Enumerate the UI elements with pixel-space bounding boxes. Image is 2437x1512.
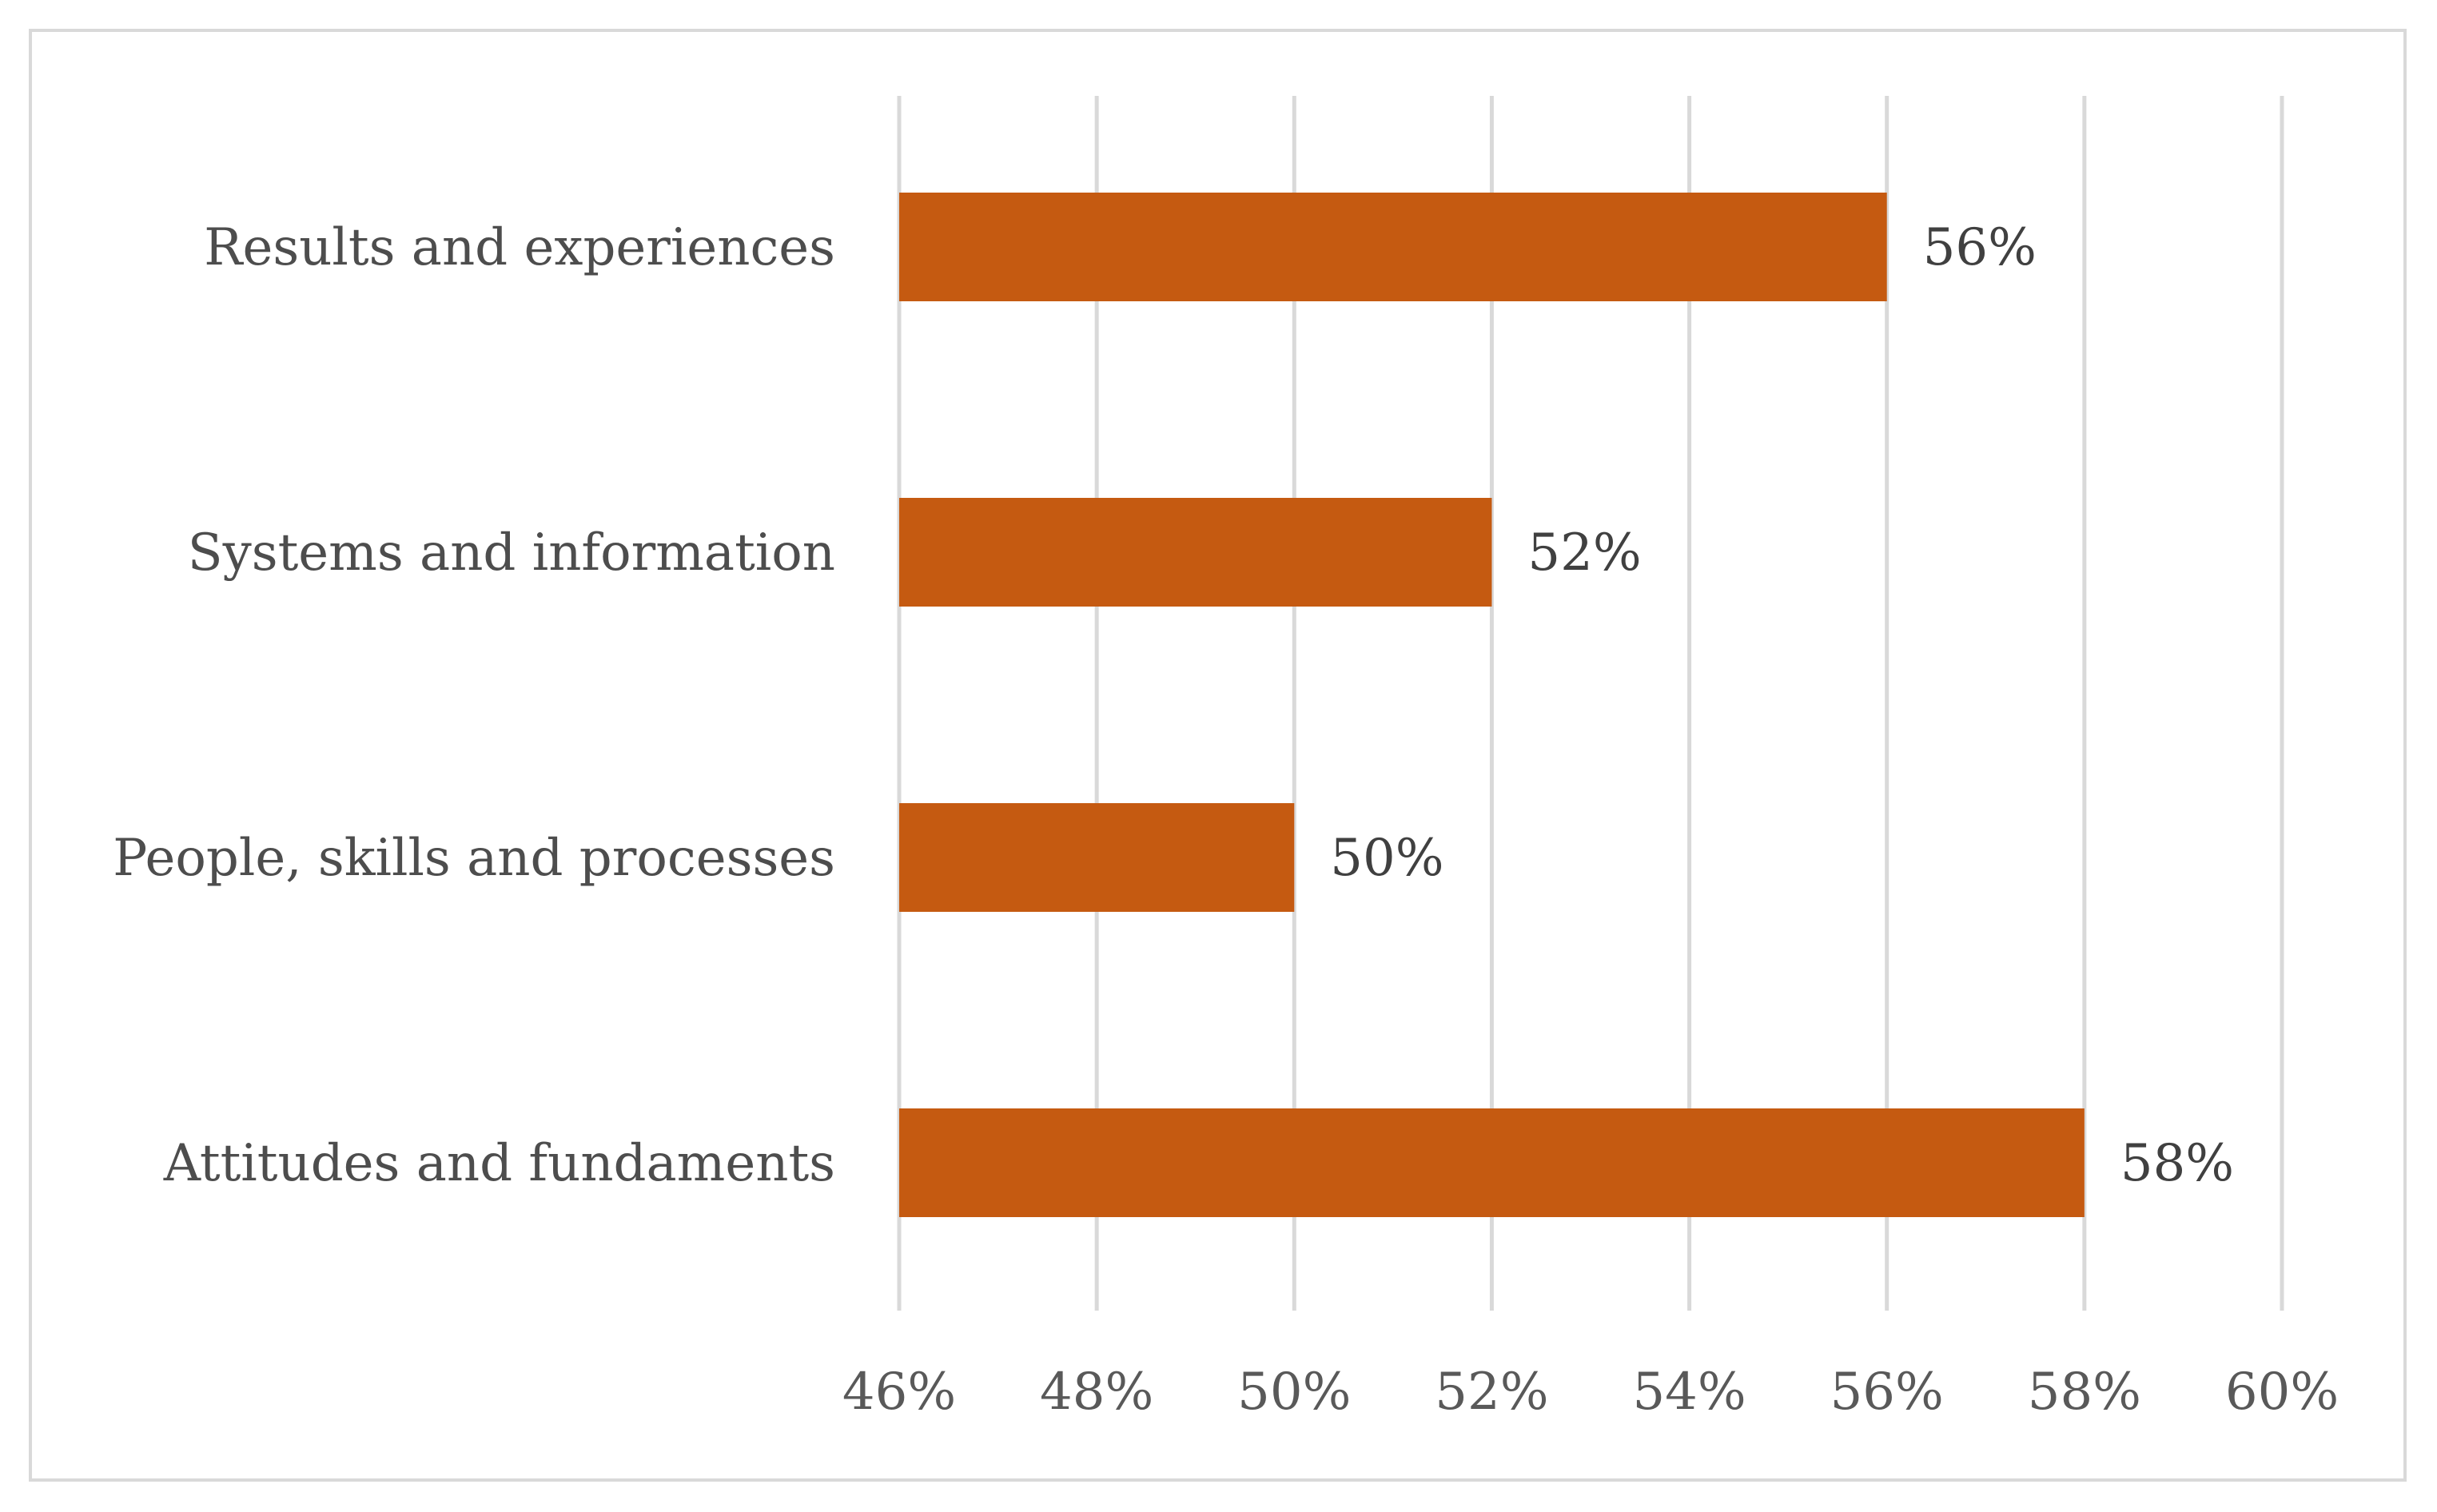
bar bbox=[899, 498, 1492, 607]
category-label: Results and experiences bbox=[204, 218, 835, 277]
x-tick-label: 46% bbox=[842, 1363, 956, 1422]
data-label: 50% bbox=[1330, 829, 1443, 888]
category-label: Systems and information bbox=[188, 523, 835, 583]
bars bbox=[899, 193, 2085, 1217]
x-tick-label: 56% bbox=[1830, 1363, 1944, 1422]
bar bbox=[899, 1108, 2085, 1217]
category-labels: Results and experiences Systems and infor… bbox=[113, 218, 835, 1193]
bar bbox=[899, 193, 1887, 301]
x-tick-label: 58% bbox=[2028, 1363, 2141, 1422]
x-tick-label: 50% bbox=[1237, 1363, 1351, 1422]
category-label: Attitudes and fundaments bbox=[163, 1134, 835, 1193]
x-tick-label: 48% bbox=[1040, 1363, 1153, 1422]
data-labels: 56% 52% 50% 58% bbox=[1330, 218, 2234, 1193]
data-label: 56% bbox=[1923, 218, 2037, 277]
x-axis-tick-labels: 46% 48% 50% 52% 54% 56% 58% 60% bbox=[842, 1363, 2339, 1422]
x-tick-label: 60% bbox=[2225, 1363, 2339, 1422]
x-tick-label: 52% bbox=[1435, 1363, 1548, 1422]
bar bbox=[899, 803, 1295, 912]
x-tick-label: 54% bbox=[1632, 1363, 1746, 1422]
data-label: 58% bbox=[2120, 1134, 2234, 1193]
category-label: People, skills and processes bbox=[113, 829, 835, 888]
data-label: 52% bbox=[1527, 523, 1641, 583]
